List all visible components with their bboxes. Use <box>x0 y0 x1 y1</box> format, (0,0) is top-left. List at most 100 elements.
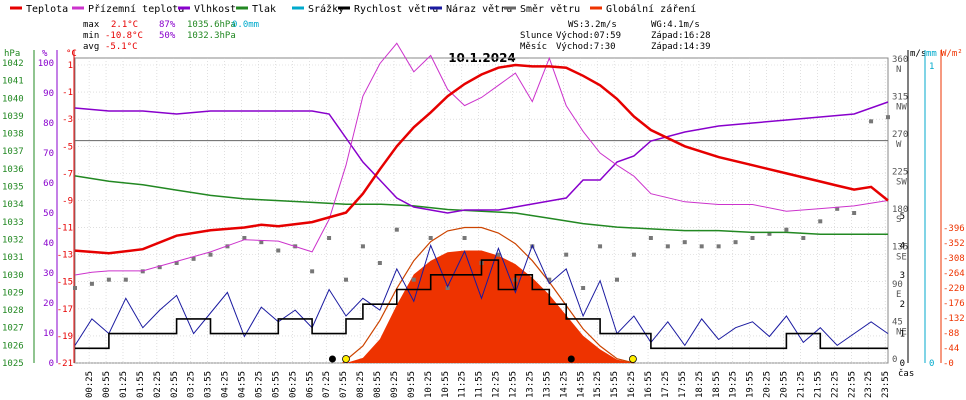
temp-tick-label: -21 <box>57 359 73 369</box>
axis-unit-4: mm <box>926 49 937 59</box>
hum-tick-label: 10 <box>43 329 54 339</box>
stat-max-hum: 87% <box>159 20 176 30</box>
rad-tick-label: -308 <box>943 254 965 264</box>
press-tick-label: 1042 <box>2 59 24 69</box>
hum-tick-label: 40 <box>43 239 54 249</box>
wind-direction-point <box>835 206 840 211</box>
press-tick-label: 1033 <box>2 218 24 228</box>
legend-label-3: Tlak <box>252 4 276 15</box>
wind-direction-point <box>886 115 890 120</box>
x-tick-label: 19:55 <box>746 371 756 398</box>
dir-tick-label: S <box>896 215 901 225</box>
moon-marker <box>567 355 575 363</box>
temp-tick-label: -3 <box>62 115 73 125</box>
legend-label-8: Globální záření <box>606 3 696 15</box>
wind-direction-point <box>631 252 636 257</box>
x-tick-label: 10:55 <box>441 371 451 398</box>
legend-label-4: Srážky <box>308 3 344 15</box>
dir-tick-label: NW <box>896 103 907 113</box>
legend-label-1: Přízemní teplota <box>88 3 184 15</box>
temp-tick-label: -17 <box>57 305 73 315</box>
series-wind-gust <box>74 243 889 347</box>
x-tick-label: 21:55 <box>813 371 823 398</box>
wind-direction-point <box>327 236 332 240</box>
stat-wg: WG:4.1m/s <box>651 20 700 30</box>
wind-tick-label: 2 <box>900 300 905 310</box>
stat-max-rain: 0.0mm <box>232 20 259 30</box>
x-tick-label: 18:55 <box>712 371 722 398</box>
press-tick-label: 1037 <box>2 147 24 157</box>
dir-tick-label: SE <box>896 253 907 263</box>
sun-marker <box>629 355 637 363</box>
legend-label-0: Teplota <box>26 4 68 15</box>
wind-direction-point <box>310 269 315 274</box>
press-tick-label: 1032 <box>2 235 24 245</box>
series-radiation-theoretical <box>342 226 635 364</box>
x-tick-label: 00:25 <box>85 371 95 398</box>
x-tick-label: 04:55 <box>238 371 248 398</box>
wind-direction-point <box>699 244 704 249</box>
x-tick-label: 16:55 <box>644 371 654 398</box>
x-tick-label: 15:55 <box>610 371 620 398</box>
rad-tick-label: -88 <box>943 329 959 339</box>
wind-direction-point <box>598 244 603 249</box>
x-tick-label: 03:55 <box>204 371 214 398</box>
wind-direction-point <box>547 277 552 282</box>
stat-moon-rise: Východ:7:30 <box>556 42 616 52</box>
stat-avg-label: avg <box>83 42 99 52</box>
plot-area <box>73 42 890 364</box>
x-tick-label: 04:25 <box>221 371 231 398</box>
series-humidity <box>74 101 889 214</box>
wind-direction-point <box>106 277 111 282</box>
dir-tick-label: SW <box>896 178 907 188</box>
stat-min-press: 1032.3hPa <box>187 31 236 41</box>
wind-direction-point <box>682 240 687 245</box>
axis-unit-2: °C <box>66 49 77 59</box>
wind-direction-point <box>564 252 569 257</box>
wind-direction-point <box>818 219 823 224</box>
dir-tick-label: W <box>896 140 902 150</box>
press-tick-label: 1034 <box>2 200 24 210</box>
series-wind-speed <box>75 259 888 350</box>
moon-marker <box>328 355 336 363</box>
wind-direction-point <box>73 286 77 290</box>
x-tick-label: 17:55 <box>678 371 688 398</box>
wind-direction-point <box>445 286 450 290</box>
dir-tick-deg: 45 <box>892 318 903 328</box>
stat-sun-rise: Východ:07:59 <box>556 31 621 41</box>
x-tick-label: 07:25 <box>322 371 332 398</box>
x-tick-label: 08:25 <box>356 371 366 398</box>
rad-tick-label: -352 <box>943 239 965 249</box>
press-tick-label: 1025 <box>2 359 24 369</box>
wind-direction-point <box>174 261 179 265</box>
x-tick-label: 01:25 <box>119 371 129 398</box>
wind-direction-point <box>276 248 281 253</box>
dir-tick-deg: 225 <box>892 168 908 178</box>
x-tick-label: 02:55 <box>170 371 180 398</box>
legend-label-6: Náraz větru <box>446 3 512 15</box>
hum-tick-label: 80 <box>43 119 54 129</box>
wind-tick-label: 1 <box>900 330 905 340</box>
x-tick-label: 20:55 <box>780 371 790 398</box>
press-tick-label: 1035 <box>2 183 24 193</box>
temp-tick-label: -5 <box>62 142 73 152</box>
axis-unit-3: m/s <box>910 49 926 59</box>
x-tick-label: 06:25 <box>288 371 298 398</box>
stat-min-label: min <box>83 31 99 41</box>
x-tick-label: 23:55 <box>881 371 891 398</box>
wind-tick-label: 5 <box>900 212 905 222</box>
x-tick-label: 15:25 <box>593 371 603 398</box>
x-tick-label: 06:55 <box>305 371 315 398</box>
wind-direction-point <box>801 236 806 240</box>
x-tick-label: 11:55 <box>475 371 485 398</box>
legend-label-2: Vlhkost <box>194 4 236 15</box>
temp-tick-label: -15 <box>57 278 73 288</box>
sun-marker <box>342 355 350 363</box>
wind-tick-label: 3 <box>900 271 905 281</box>
x-tick-label: 20:25 <box>763 371 773 398</box>
stats-block: max 2.1°C 87% 1035.6hPa 0.0mm min -10.8°… <box>83 20 711 52</box>
wind-direction-point <box>242 236 247 240</box>
wind-direction-point <box>784 227 789 232</box>
wind-direction-point <box>733 240 738 245</box>
temp-tick-label: -13 <box>57 251 73 261</box>
